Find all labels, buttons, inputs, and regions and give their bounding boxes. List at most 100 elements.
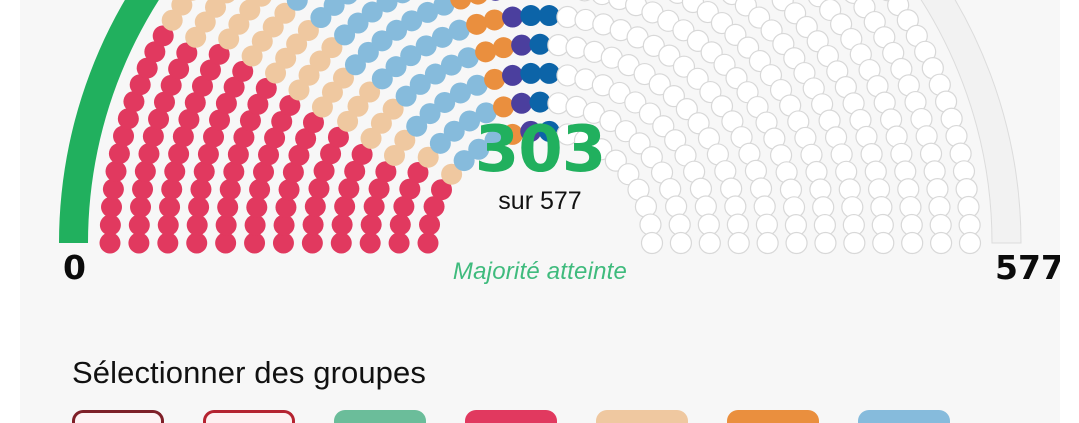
hemicycle-seat	[511, 92, 533, 114]
hemicycle-seat	[475, 102, 497, 124]
hemicycle-seat	[253, 161, 275, 183]
hemicycle-seat	[694, 195, 717, 218]
hemicycle-seat	[493, 96, 515, 118]
hemicycle-seat	[157, 232, 179, 254]
hemicycle-seat	[161, 9, 183, 31]
hemicycle-seat	[199, 59, 221, 81]
hemicycle-seat	[376, 0, 398, 13]
hemicycle-seat	[191, 75, 213, 97]
hemicycle-seat	[286, 0, 308, 11]
hemicycle-seat	[228, 13, 250, 35]
hemicycle-seat	[113, 125, 135, 147]
hemicycle-seat	[556, 5, 579, 29]
scale-max-label: 577	[995, 248, 1060, 287]
hemicycle-seat	[419, 214, 441, 236]
hemicycle-seat	[215, 92, 237, 114]
hemicycle-seat	[218, 0, 235, 4]
hemicycle-seat	[323, 0, 345, 16]
hemicycle-seat	[188, 0, 197, 1]
hemicycle-seat	[203, 126, 225, 148]
group-chip-list	[72, 410, 1060, 423]
group-chip-2[interactable]	[203, 410, 295, 423]
hemicycle-seat	[274, 2, 296, 24]
hemicycle-seat	[132, 178, 154, 200]
hemicycle-seat	[99, 214, 121, 236]
hemicycle-seat	[99, 232, 121, 254]
hemicycle-seat	[406, 115, 428, 137]
hemicycle-seat	[247, 93, 269, 115]
hemicycle-seat	[415, 35, 437, 57]
hemicycle-seat	[310, 7, 332, 29]
hemicycle-seat	[320, 143, 342, 165]
hemicycle-seat	[639, 213, 662, 236]
group-chip-5[interactable]	[596, 410, 688, 423]
hemicycle-seat	[395, 85, 417, 107]
hemicycle-seat	[159, 196, 181, 218]
hemicycle-seat	[388, 232, 410, 254]
hemicycle-seat	[302, 214, 324, 236]
hemicycle-seat	[194, 11, 216, 33]
hemicycle-seat	[843, 231, 866, 255]
hemicycle-seat	[244, 214, 266, 236]
hemicycle-seat	[400, 45, 422, 67]
hemicycle-seat	[433, 0, 455, 16]
hemicycle-seat	[502, 64, 524, 86]
hemicycle-seat	[424, 63, 446, 85]
hemicycle-seat	[288, 79, 310, 101]
group-chip-7[interactable]	[858, 410, 950, 423]
group-chip-6[interactable]	[727, 410, 819, 423]
hemicycle-seat	[313, 160, 335, 182]
hemicycle-seat	[529, 91, 551, 113]
hemicycle-seat	[669, 0, 687, 4]
group-chip-3[interactable]	[334, 410, 426, 423]
hemicycle-seat	[457, 47, 479, 69]
hemicycle-seat	[331, 214, 353, 236]
hemicycle-seat	[687, 112, 710, 135]
group-chip-4[interactable]	[465, 410, 557, 423]
hemicycle-seat	[368, 178, 390, 200]
hemicycle-seat	[327, 126, 349, 148]
hemicycle-seat	[399, 178, 421, 200]
hemicycle-seat	[529, 33, 551, 55]
hemicycle-seat	[164, 160, 186, 182]
hemicycle-seat	[148, 108, 170, 130]
hemicycle-seat	[138, 143, 160, 165]
hemicycle-seat	[209, 109, 231, 131]
hemicycle-seat	[244, 232, 266, 254]
hemicycle-seat	[249, 179, 271, 201]
hemicycle-seat	[448, 19, 470, 41]
hemicycle-seat	[239, 110, 261, 132]
hemicycle-seat	[441, 163, 463, 185]
hemicycle-seat	[264, 127, 286, 149]
hemicycle-seat	[547, 92, 570, 115]
hemicycle-seat	[101, 196, 123, 218]
hemicycle-seat	[251, 30, 273, 52]
group-chip-1[interactable]	[72, 410, 164, 423]
hemicycle-seat	[814, 231, 837, 255]
hemicycle-seat	[265, 62, 287, 84]
hemicycle-seat	[492, 37, 514, 59]
hemicycle-seat	[188, 196, 210, 218]
hemicycle-seat	[215, 232, 237, 254]
hemicycle-seat	[108, 143, 130, 165]
hemicycle-seat	[511, 34, 533, 56]
gauge-arc-layer	[59, 0, 1022, 244]
hemicycle-seat	[295, 128, 317, 150]
hemicycle-seat	[468, 138, 490, 160]
hemicycle-seat	[184, 92, 206, 114]
hemicycle-seat	[136, 57, 158, 79]
hemicycle-seat	[633, 62, 656, 86]
hemicycle-seat	[475, 41, 497, 63]
hemicycle-seat	[102, 178, 124, 200]
hemicycle-seat	[785, 231, 808, 255]
hemicycle-seat	[538, 5, 560, 27]
hemicycle-seat	[172, 126, 194, 148]
hemicycle-seat	[161, 178, 183, 200]
hemicycle-seat	[386, 19, 408, 41]
hemicycle-seat	[190, 178, 212, 200]
gauge-track-arc	[920, 0, 1022, 244]
majority-status-text: Majorité atteinte	[452, 258, 628, 285]
hemicycle-seat	[239, 0, 261, 21]
hemicycle-seat	[520, 62, 542, 84]
